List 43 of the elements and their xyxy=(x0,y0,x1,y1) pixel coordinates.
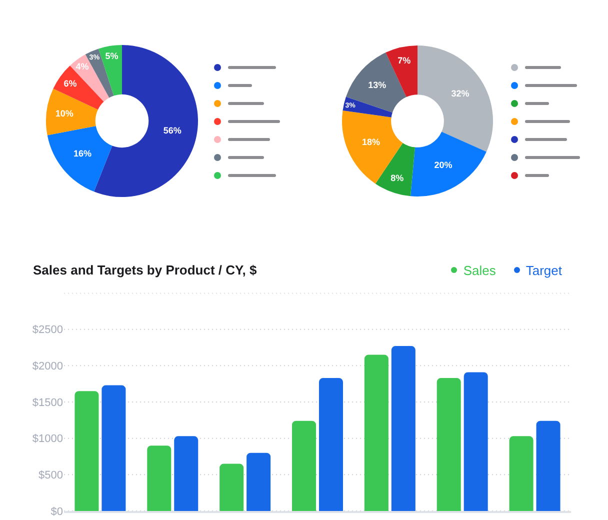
bar xyxy=(147,446,172,511)
y-tick-label: $0 xyxy=(50,506,63,518)
y-tick-label: $1000 xyxy=(32,433,63,446)
data-label: 10% xyxy=(55,108,74,119)
data-label: 32% xyxy=(451,88,470,98)
donut-slice xyxy=(410,132,486,196)
donut-slice xyxy=(47,126,112,192)
donut-slice xyxy=(342,110,403,184)
data-label: 16% xyxy=(73,148,92,159)
y-tick-label: $500 xyxy=(38,470,63,482)
donut-slice xyxy=(418,46,493,152)
data-label: 7% xyxy=(398,55,411,66)
bar xyxy=(74,391,99,511)
donut-slice xyxy=(98,45,122,96)
bar xyxy=(536,420,560,511)
donut-slice xyxy=(46,88,98,136)
bar xyxy=(246,452,271,511)
y-tick-label: $2000 xyxy=(32,360,63,373)
bar xyxy=(464,372,488,511)
data-label: 13% xyxy=(368,80,386,90)
bar xyxy=(364,354,388,511)
data-label: 6% xyxy=(64,78,77,88)
donut-slice xyxy=(342,96,392,118)
donut-slice xyxy=(386,46,418,98)
data-label: 5% xyxy=(105,51,118,62)
bar xyxy=(102,385,126,511)
legend-label: Target xyxy=(526,262,562,278)
bar xyxy=(436,378,461,511)
bar xyxy=(292,420,316,511)
bar xyxy=(220,464,244,511)
y-tick-label: $1500 xyxy=(32,396,63,409)
data-label: 20% xyxy=(434,160,452,170)
bar xyxy=(391,346,416,511)
chart-title: Sales and Targets by Product / CY, $ xyxy=(33,262,258,278)
data-label: 4% xyxy=(76,61,89,72)
bar xyxy=(174,436,198,511)
legend-label: Sales xyxy=(463,262,496,278)
bar xyxy=(318,378,343,511)
y-tick-label: $2500 xyxy=(32,324,63,336)
data-label: 8% xyxy=(390,173,404,184)
data-label: 56% xyxy=(163,126,182,136)
data-label: 18% xyxy=(362,136,380,147)
bar xyxy=(509,436,534,511)
